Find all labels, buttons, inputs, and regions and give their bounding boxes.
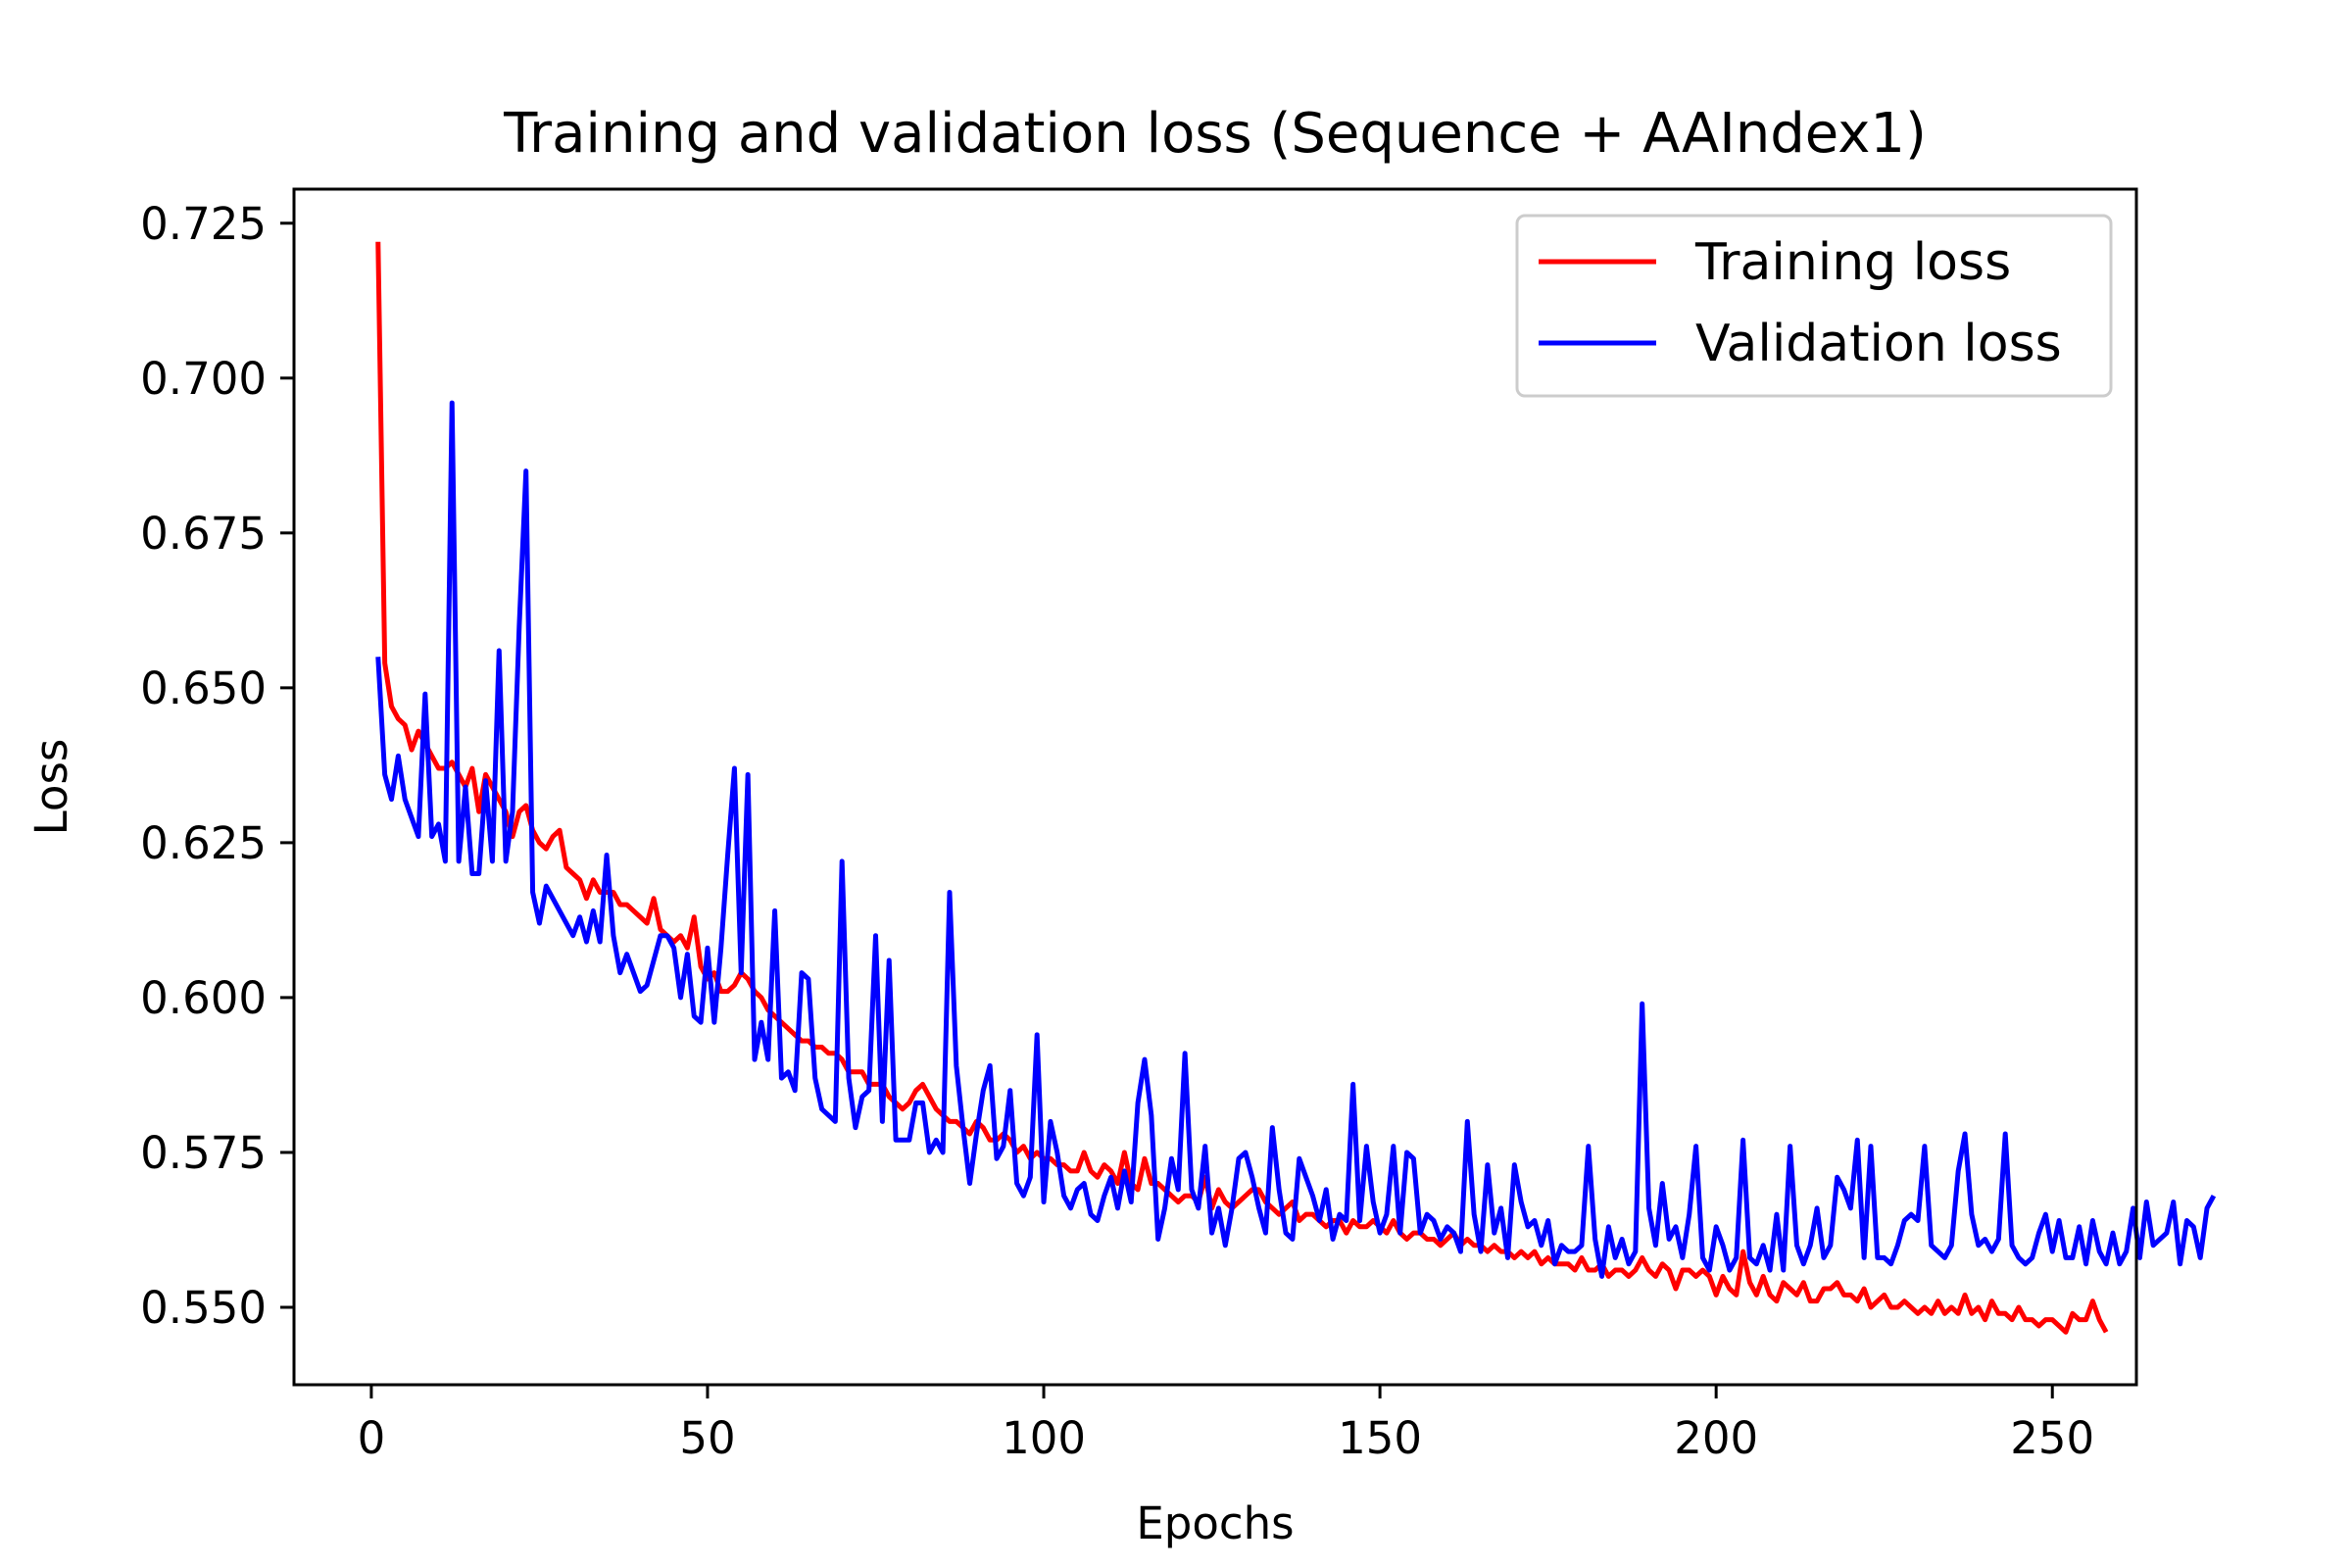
x-tick-label: 50	[679, 1412, 735, 1464]
y-tick-label: 0.575	[140, 1127, 267, 1179]
plot-lines	[375, 241, 2217, 1335]
legend-label-validation: Validation loss	[1695, 315, 2062, 373]
validation-loss-line	[375, 400, 2217, 1279]
x-tick-label: 200	[1674, 1412, 1758, 1464]
y-tick-label: 0.600	[140, 972, 267, 1024]
chart-title: Training and validation loss (Sequence +…	[503, 102, 1927, 166]
plot-frame	[292, 187, 2138, 1387]
legend: Training loss Validation loss	[1515, 214, 2113, 398]
x-tick-label: 250	[2010, 1412, 2094, 1464]
y-tick-label: 0.725	[140, 198, 267, 250]
legend-box	[1515, 214, 2113, 398]
legend-label-training: Training loss	[1694, 233, 2011, 292]
y-tick-label: 0.700	[140, 353, 267, 405]
y-axis-label: Loss	[25, 739, 77, 836]
y-tick-label: 0.675	[140, 508, 267, 560]
y-tick-label: 0.550	[140, 1282, 267, 1334]
x-tick-label: 150	[1338, 1412, 1422, 1464]
x-axis-label: Epochs	[1136, 1497, 1294, 1549]
x-tick-label: 0	[358, 1412, 386, 1464]
y-axis-ticks: 0.550 0.575 0.600 0.625 0.650 0.675 0.700 0.725	[140, 198, 294, 1334]
x-axis-ticks: 0 50 100 150 200 250	[358, 1385, 2094, 1464]
y-tick-label: 0.650	[140, 662, 267, 714]
y-tick-label: 0.625	[140, 817, 267, 869]
x-tick-label: 100	[1002, 1412, 1086, 1464]
